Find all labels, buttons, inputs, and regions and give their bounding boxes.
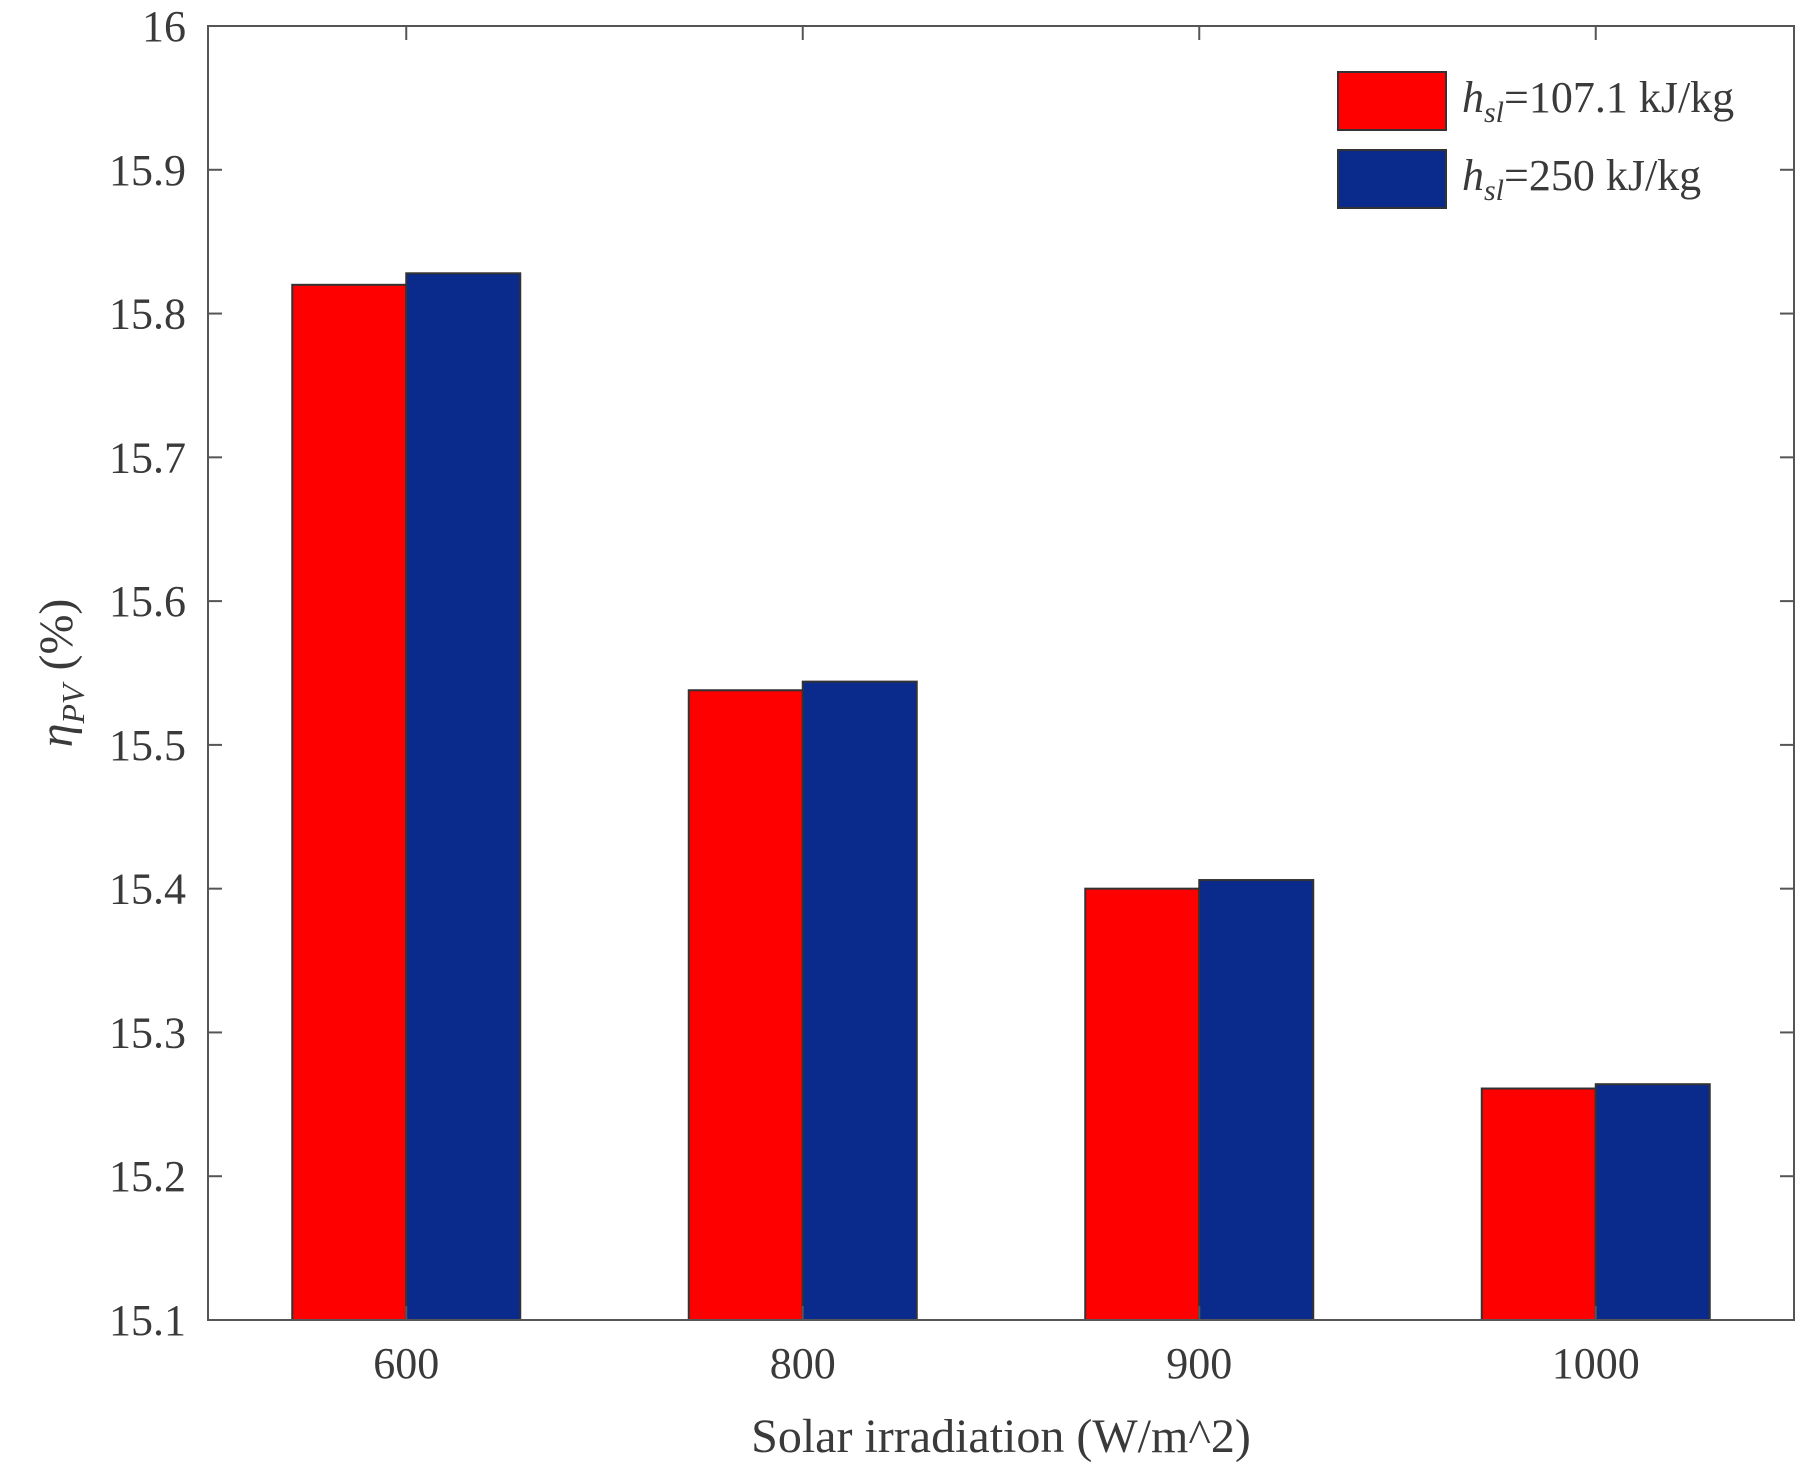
y-tick-label: 15.2	[109, 1152, 186, 1201]
legend-label-series-1: hsl=107.1 kJ/kg	[1462, 73, 1734, 129]
x-tick-label: 800	[770, 1339, 836, 1388]
bar-series-1-800	[687, 689, 804, 1321]
y-tick-label: 15.5	[109, 721, 186, 770]
y-tick-label: 15.6	[109, 577, 186, 626]
y-axis-label: ηPV (%)	[30, 599, 91, 748]
y-axis-ticks: 15.1 15.2 15.3 15.4 15.5 15.6 15.7 15.8 15.9 16	[109, 2, 1794, 1345]
legend-swatch-series-1	[1337, 71, 1447, 131]
y-tick-label: 15.7	[109, 433, 186, 482]
y-tick-label: 16	[142, 2, 186, 51]
bar-series-2-800	[801, 680, 918, 1321]
legend: hsl=107.1 kJ/kg hsl=250 kJ/kg	[1337, 71, 1734, 209]
plot-frame	[207, 25, 1795, 1321]
bar-series-2-1000	[1594, 1083, 1711, 1322]
legend-swatch-series-2	[1337, 149, 1447, 209]
y-axis-label-symbol: η	[30, 724, 83, 748]
y-axis-label-subscript: PV	[55, 681, 91, 725]
y-tick-label: 15.3	[109, 1008, 186, 1057]
y-tick-label: 15.1	[109, 1296, 186, 1345]
x-axis-label: Solar irradiation (W/m^2)	[751, 1410, 1251, 1463]
x-axis-ticks: 600 800 900 1000	[373, 26, 1640, 1388]
x-tick-label: 600	[373, 1339, 439, 1388]
legend-label-series-2: hsl=250 kJ/kg	[1462, 151, 1701, 207]
x-tick-label: 900	[1166, 1339, 1232, 1388]
bar-series-2-600	[405, 272, 522, 1322]
y-axis-label-unit: (%)	[30, 599, 83, 671]
bar-series-1-1000	[1480, 1087, 1597, 1322]
x-tick-label: 1000	[1552, 1339, 1640, 1388]
bar-series-1-900	[1084, 887, 1201, 1322]
bar-series-2-900	[1198, 879, 1315, 1321]
y-tick-label: 15.9	[109, 146, 186, 195]
bars-group	[291, 272, 1711, 1322]
y-tick-label: 15.8	[109, 290, 186, 339]
y-tick-label: 15.4	[109, 865, 186, 914]
bar-series-1-600	[291, 283, 408, 1321]
